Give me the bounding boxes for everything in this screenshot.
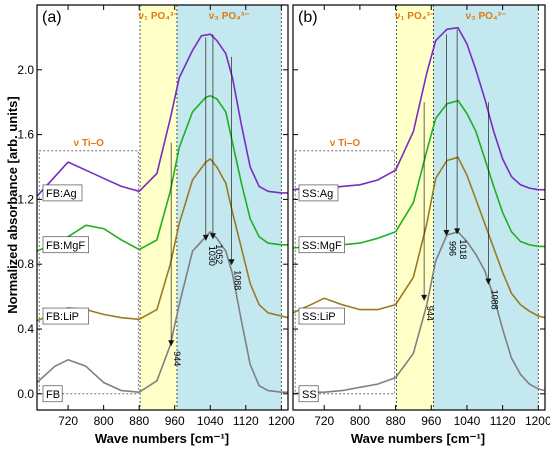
y-tick-label: 2.0 — [17, 63, 34, 77]
peak-arrow — [168, 340, 175, 347]
y-tick-label: 0.4 — [17, 322, 34, 336]
series-line-ss-mgf — [292, 99, 545, 249]
x-tick-label: 1200 — [268, 414, 295, 428]
peak-arrow — [454, 228, 461, 235]
region-label-ti-o: ν Ti–O — [74, 138, 105, 149]
plot-layer: ν Ti–O ν₁ PO₄³⁻ ν₃ PO₄³⁻ FB:Ag FB:MgF FB:LiP F… — [17, 4, 550, 428]
y-tick-label: 0.0 — [17, 387, 34, 401]
x-tick-label: 960 — [165, 414, 185, 428]
peak-arrow — [202, 234, 209, 241]
region-label-v3-po4: ν₃ PO₄³⁻ — [209, 11, 250, 22]
series-line-fb-lip — [36, 158, 289, 322]
region-label-v1-po4: ν₁ PO₄³⁻ — [395, 11, 435, 22]
peak-arrow — [421, 294, 428, 301]
y-tick-label: 0.8 — [17, 257, 34, 271]
series-label-box — [42, 307, 89, 325]
x-tick-label: 720 — [58, 414, 78, 428]
region-ti-o-box — [294, 150, 396, 395]
series-line-ss — [292, 231, 546, 395]
region-v3-po4 — [433, 5, 539, 410]
series-label: FB:Ag — [46, 188, 77, 200]
region-label-v1-po4: ν₁ PO₄³⁻ — [138, 11, 178, 22]
panel-label: (b) — [298, 9, 318, 26]
x-tick-label: 880 — [129, 414, 149, 428]
x-tick-label: 880 — [386, 414, 406, 428]
series-line-fb — [36, 231, 288, 393]
series-label-box — [42, 184, 83, 202]
peak-label: 996 — [447, 241, 457, 256]
x-tick-label: 1040 — [197, 414, 224, 428]
x-axis-label-a: Wave numbers [cm⁻¹] — [95, 431, 229, 446]
series-label: SS:MgF — [302, 240, 342, 252]
x-tick-label: 960 — [421, 414, 441, 428]
x-tick-label: 1200 — [525, 414, 550, 428]
y-tick-label: 1.2 — [17, 192, 34, 206]
y-axis-label: Normalized absorbance [arb. units] — [5, 96, 20, 313]
series-label: FB:LiP — [46, 311, 79, 323]
series-label-box — [298, 385, 319, 403]
region-label-v3-po4: ν₃ PO₄³⁻ — [466, 11, 507, 22]
series-label-box — [42, 385, 63, 403]
region-ti-o-box — [38, 150, 139, 395]
peak-label: 1088 — [489, 290, 499, 310]
series-line-fb-ag — [36, 33, 288, 197]
region-v3-po4 — [176, 5, 282, 410]
peak-label: 944 — [172, 351, 182, 366]
x-tick-label: 800 — [94, 414, 114, 428]
x-tick-label: 1040 — [454, 414, 481, 428]
series-label: SS:LiP — [302, 311, 336, 323]
peak-arrow — [228, 259, 235, 266]
series-label-box — [298, 307, 345, 325]
x-tick-label: 1120 — [233, 414, 259, 428]
series-line-ss-ag — [292, 26, 545, 191]
series-label-box — [42, 236, 89, 254]
peak-label: 1030 — [207, 246, 217, 266]
series-label: SS — [302, 389, 317, 401]
y-tick-label: 1.6 — [17, 128, 34, 142]
series-label: FB — [46, 389, 60, 401]
x-tick-label: 800 — [350, 414, 370, 428]
series-line-ss-lip — [292, 156, 546, 319]
x-axis-label-b: Wave numbers [cm⁻¹] — [351, 431, 485, 446]
series-line-fb-mgf — [36, 94, 288, 252]
panel-a: ν Ti–O ν₁ PO₄³⁻ ν₃ PO₄³⁻ FB:Ag FB:MgF FB:LiP F… — [17, 4, 295, 428]
peak-arrow — [485, 278, 492, 285]
region-label-ti-o: ν Ti–O — [330, 138, 361, 149]
peak-label: 944 — [425, 306, 435, 321]
peak-label: 1052 — [214, 244, 224, 264]
peak-arrow — [443, 230, 450, 237]
x-tick-label: 720 — [314, 414, 334, 428]
peak-label: 1018 — [458, 239, 468, 259]
peak-label: 1088 — [233, 270, 243, 290]
series-label: FB:MgF — [46, 240, 85, 252]
series-label: SS:Ag — [302, 188, 333, 200]
series-label-box — [298, 184, 339, 202]
panel-b: ν Ti–O ν₁ PO₄³⁻ ν₃ PO₄³⁻ SS:Ag SS:MgF SS:LiP S… — [292, 4, 550, 428]
peak-arrow — [209, 233, 216, 240]
panel-frame — [36, 4, 289, 411]
x-tick-label: 1120 — [490, 414, 516, 428]
series-label-box — [298, 236, 345, 254]
panel-frame — [292, 4, 546, 411]
panel-label: (a) — [42, 9, 62, 26]
